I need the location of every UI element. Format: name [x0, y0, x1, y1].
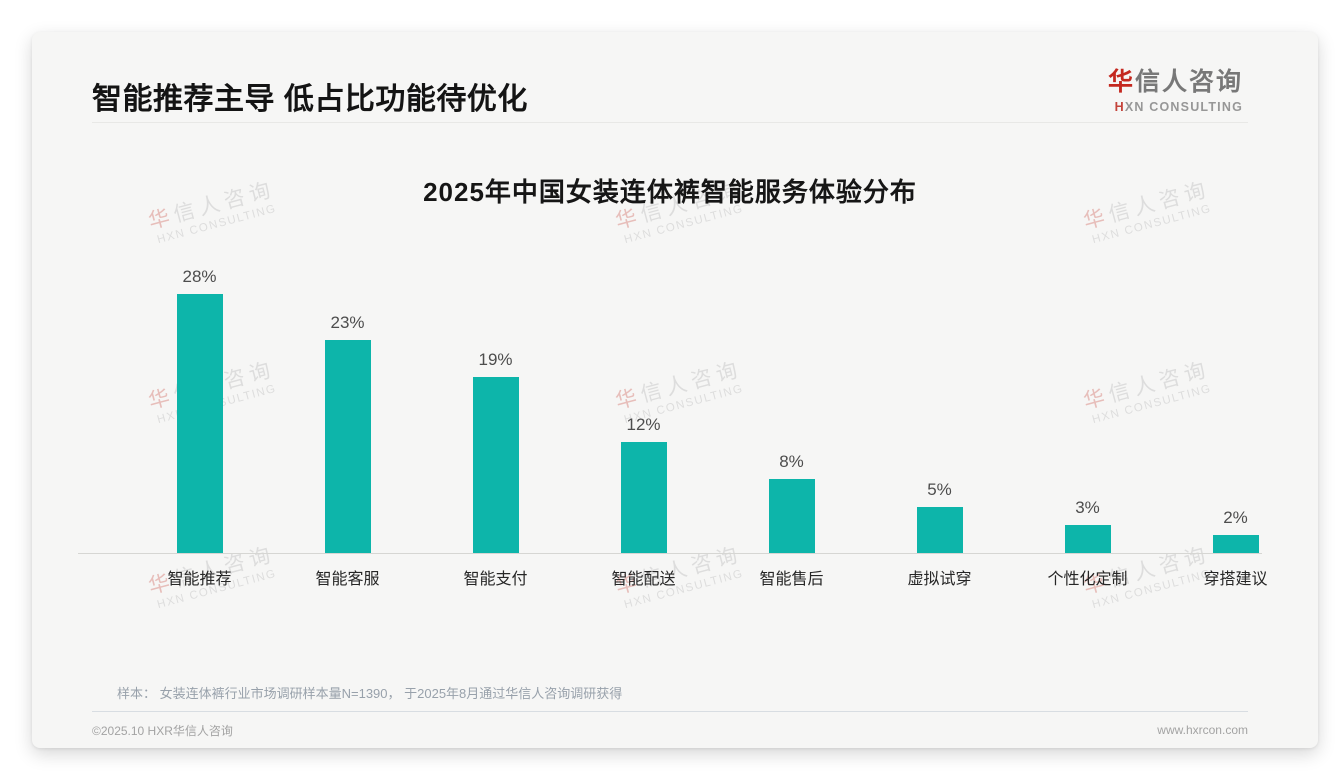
bar-column: 12% 智能配送	[584, 254, 704, 588]
bar-category-label: 个性化定制	[1047, 571, 1128, 588]
bar-category-label: 智能支付	[463, 571, 528, 588]
bar-category-label: 智能售后	[759, 571, 824, 588]
logo-english-name: HXN CONSULTING	[1108, 100, 1243, 114]
bar-column: 3% 个性化定制	[1028, 254, 1148, 588]
bar-value-label: 3%	[1075, 498, 1100, 518]
report-card: 华信人咨询 HXN CONSULTING 华信人咨询 HXN CONSULTING 华信…	[32, 32, 1318, 748]
bar-category-label: 智能推荐	[167, 571, 232, 588]
footer-copyright: ©2025.10 HXR华信人咨询	[92, 724, 233, 738]
bar-chart-plot-area: 28% 智能推荐 23% 智能客服 19% 智能支付 12% 智能配送 8% 智能售后 5% 虚拟试穿…	[78, 254, 1268, 588]
bar	[472, 377, 519, 553]
logo-chinese-name: 华信人咨询	[1108, 62, 1243, 98]
bar-column: 5% 虚拟试穿	[880, 254, 1000, 588]
bar-column: 2% 穿搭建议	[1176, 254, 1296, 589]
bar-category-label: 智能配送	[611, 571, 676, 588]
bar-column: 28% 智能推荐	[140, 254, 260, 588]
bar-value-label: 5%	[927, 479, 952, 499]
page-title: 智能推荐主导 低占比功能待优化	[92, 83, 528, 116]
bar-column: 19% 智能支付	[436, 254, 556, 588]
footer-divider	[92, 711, 1248, 712]
bar-category-label: 虚拟试穿	[907, 571, 972, 588]
header-divider	[92, 122, 1248, 123]
bar-value-label: 19%	[478, 350, 513, 370]
footer-website: www.hxrcon.com	[1157, 723, 1248, 737]
bar	[1212, 534, 1259, 553]
bar	[324, 340, 371, 553]
logo-en-rest-chars: XN CONSULTING	[1124, 100, 1243, 114]
company-logo: 华信人咨询 HXN CONSULTING	[1108, 62, 1243, 114]
bar	[768, 479, 815, 553]
bar	[1064, 525, 1111, 553]
logo-rest-chars: 信人咨询	[1134, 68, 1243, 96]
bar	[176, 294, 223, 553]
bar-value-label: 12%	[626, 415, 661, 434]
bar-value-label: 23%	[330, 313, 365, 333]
bar-column: 23% 智能客服	[288, 254, 408, 588]
chart-title: 2025年中国女装连体裤智能服务体验分布	[423, 177, 917, 207]
bar-value-label: 28%	[182, 267, 217, 286]
bar	[620, 442, 667, 553]
sample-note: 样本： 女装连体裤行业市场调研样本量N=1390， 于2025年8月通过华信人咨…	[117, 686, 623, 701]
bar	[916, 506, 963, 553]
bar-column: 8% 智能售后	[732, 254, 852, 588]
logo-en-accent-char: H	[1114, 100, 1125, 114]
bar-value-label: 2%	[1223, 507, 1248, 527]
logo-accent-char: 华	[1107, 68, 1135, 96]
bar-value-label: 8%	[779, 452, 804, 471]
bar-category-label: 智能客服	[315, 571, 380, 588]
bar-category-label: 穿搭建议	[1203, 571, 1268, 588]
